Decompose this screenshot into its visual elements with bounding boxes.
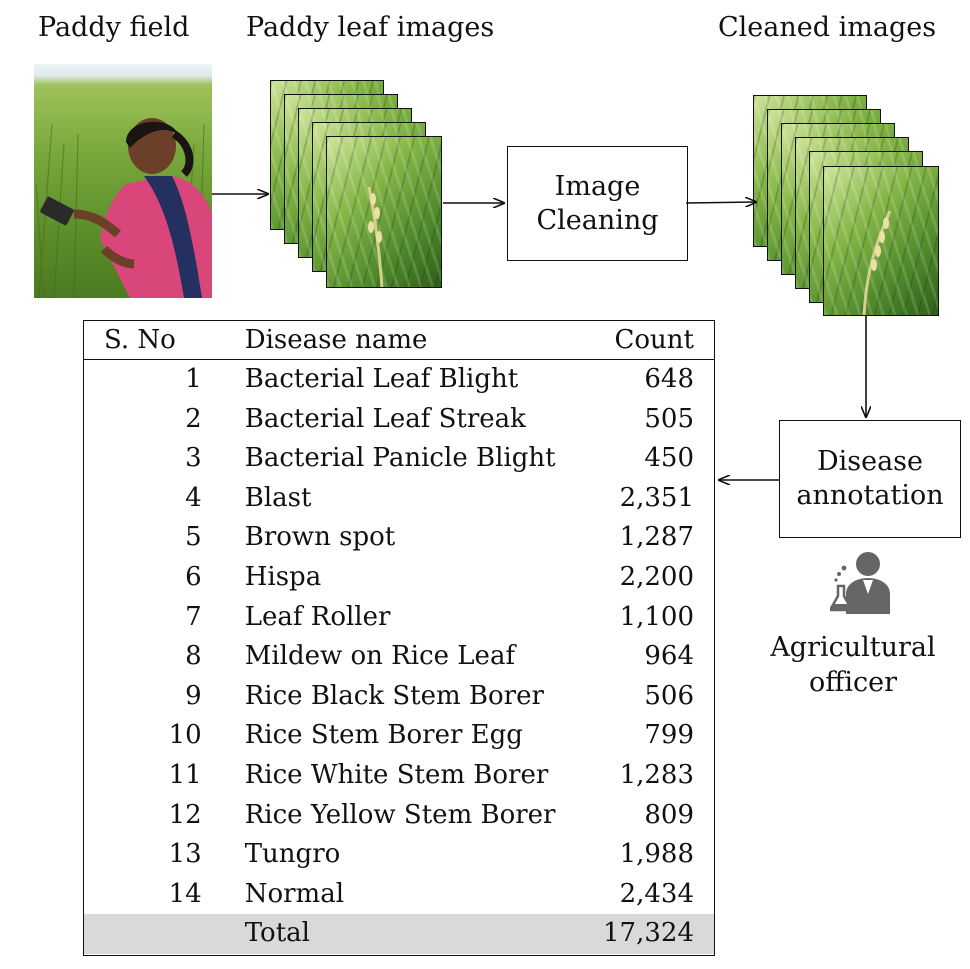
table-row: 10 Rice Stem Borer Egg 799 [84, 716, 714, 756]
table-row: 1 Bacterial Leaf Blight 648 [84, 360, 714, 400]
row-count: 2,200 [619, 561, 694, 592]
scientist-with-flask-icon [827, 550, 898, 614]
total-label: Total [244, 914, 556, 954]
row-serial-no: 11 [168, 759, 202, 790]
row-count: 1,283 [619, 759, 694, 790]
table-header-row: S. No Disease name Count [84, 321, 714, 360]
row-count: 450 [644, 443, 694, 474]
total-count: 17,324 [555, 914, 714, 954]
row-count: 1,287 [619, 522, 694, 553]
row-serial-no: 14 [168, 878, 202, 909]
total-serial-no [84, 914, 245, 954]
table-total-row: Total 17,324 [84, 914, 714, 954]
row-disease-name: Hispa [244, 561, 322, 592]
row-disease-name: Brown spot [244, 522, 396, 553]
row-serial-no: 12 [168, 799, 202, 830]
row-serial-no: 7 [185, 601, 202, 632]
row-disease-name: Blast [244, 482, 312, 513]
row-count: 506 [644, 680, 694, 711]
table-row: 11 Rice White Stem Borer 1,283 [84, 756, 714, 796]
row-serial-no: 9 [185, 680, 202, 711]
row-serial-no: 1 [185, 364, 202, 394]
row-disease-name: Bacterial Panicle Blight [244, 443, 556, 474]
caption-cleaned-images: Cleaned images [718, 12, 937, 43]
row-disease-name: Tungro [244, 839, 341, 870]
row-serial-no: 6 [185, 561, 202, 592]
cleaned-image-card [823, 166, 939, 316]
row-count: 1,988 [619, 839, 694, 870]
header-count: Count [555, 321, 714, 360]
arrow-cleaning-to-cleaned [685, 202, 756, 203]
caption-paddy-field: Paddy field [38, 12, 190, 43]
row-count: 648 [644, 364, 694, 394]
paddy-field-photo [34, 64, 212, 298]
row-disease-name: Rice Yellow Stem Borer [244, 799, 556, 830]
table-row: 6 Hispa 2,200 [84, 558, 714, 598]
caption-leaf-images: Paddy leaf images [246, 12, 495, 43]
officer-label-line-1: Agricultural [770, 632, 936, 663]
disease-annotation-line-2: annotation [796, 480, 944, 511]
row-count: 1,100 [619, 601, 694, 632]
row-disease-name: Bacterial Leaf Blight [244, 364, 519, 394]
table-row: 3 Bacterial Panicle Blight 450 [84, 439, 714, 479]
table-row: 2 Bacterial Leaf Streak 505 [84, 400, 714, 440]
row-serial-no: 2 [185, 403, 202, 434]
disease-annotation-line-1: Disease [816, 446, 924, 478]
disease-annotation-box: Disease annotation [779, 420, 961, 538]
image-cleaning-line-1: Image [554, 170, 641, 202]
row-disease-name: Normal [244, 878, 345, 909]
disease-count-table: S. No Disease name Count 1 Bacterial Leaf… [83, 320, 715, 956]
row-count: 799 [644, 720, 694, 751]
header-serial-no: S. No [84, 321, 245, 360]
image-cleaning-line-2: Cleaning [536, 204, 659, 236]
row-serial-no: 13 [168, 839, 202, 870]
table-row: 5 Brown spot 1,287 [84, 518, 714, 558]
row-count: 809 [644, 799, 694, 830]
row-count: 505 [644, 403, 694, 434]
table-row: 9 Rice Black Stem Borer 506 [84, 677, 714, 717]
row-serial-no: 8 [185, 641, 202, 672]
row-disease-name: Rice Black Stem Borer [244, 680, 544, 711]
row-count: 964 [644, 641, 694, 672]
image-cleaning-box: Image Cleaning [507, 146, 688, 261]
row-serial-no: 3 [185, 443, 202, 474]
table-row: 8 Mildew on Rice Leaf 964 [84, 637, 714, 677]
row-disease-name: Mildew on Rice Leaf [244, 641, 516, 672]
row-serial-no: 4 [185, 482, 202, 513]
officer-label: Agricultural officer [760, 630, 946, 700]
table-row: 13 Tungro 1,988 [84, 835, 714, 875]
row-disease-name: Rice White Stem Borer [244, 759, 549, 790]
row-count: 2,434 [619, 878, 694, 909]
leaf-image-card [326, 136, 442, 288]
row-disease-name: Rice Stem Borer Egg [244, 720, 523, 751]
row-count: 2,351 [619, 482, 694, 513]
table-row: 4 Blast 2,351 [84, 479, 714, 519]
table-row: 7 Leaf Roller 1,100 [84, 598, 714, 638]
officer-label-line-2: officer [808, 667, 898, 699]
row-disease-name: Leaf Roller [244, 601, 391, 632]
row-serial-no: 10 [168, 720, 202, 751]
header-disease-name: Disease name [244, 321, 556, 360]
table-row: 14 Normal 2,434 [84, 875, 714, 915]
row-disease-name: Bacterial Leaf Streak [244, 403, 526, 434]
row-serial-no: 5 [185, 522, 202, 553]
table-row: 12 Rice Yellow Stem Borer 809 [84, 796, 714, 836]
